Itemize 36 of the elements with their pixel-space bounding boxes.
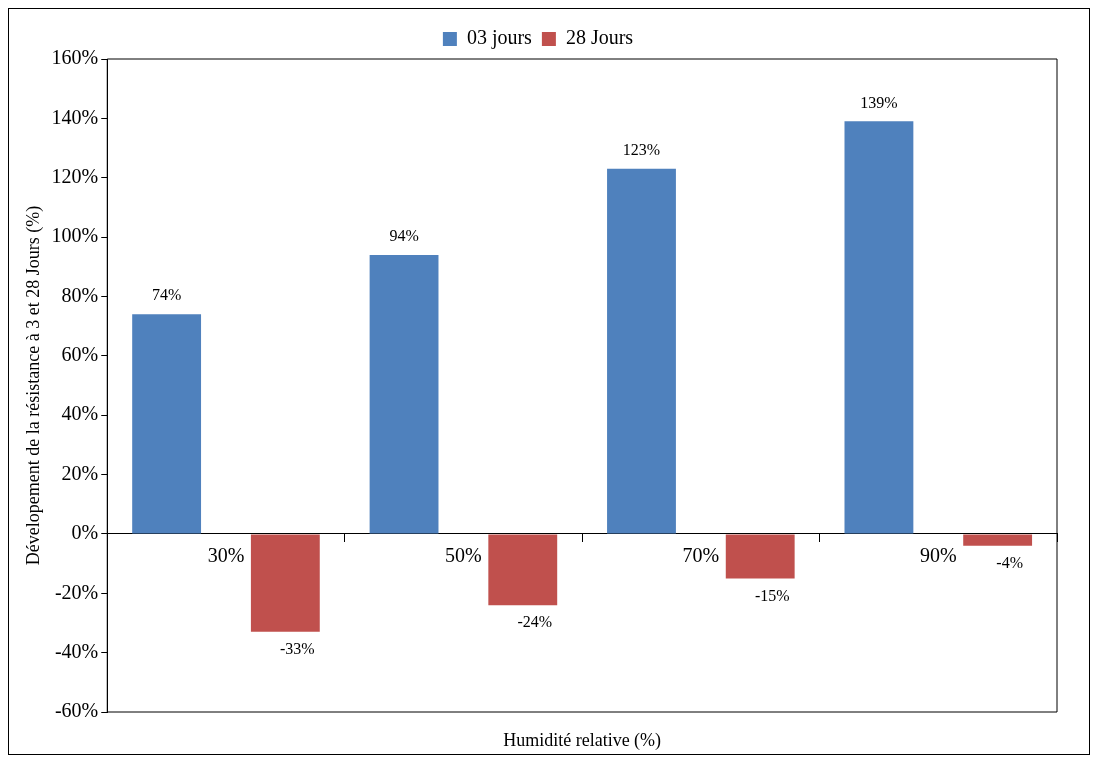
bar [963,534,1033,546]
y-tick-label: -60% [54,699,99,722]
bar [369,254,439,534]
data-label: 123% [622,141,661,159]
y-tick-label: 120% [51,164,99,187]
y-tick-label: 160% [51,46,99,69]
y-axis-title: Dévelopement de la résistance à 3 et 28 Jours (%) [22,205,44,566]
data-label: 74% [151,286,182,304]
bar [250,534,320,632]
legend-label: 03 jours [466,26,533,50]
x-tick-label: 50% [445,544,482,567]
x-tick-label: 90% [919,544,957,567]
y-tick-label: -20% [54,580,99,603]
y-tick-label: 40% [61,402,99,425]
data-label: -15% [754,586,790,604]
y-tick-label: 0% [71,521,99,544]
data-label: 139% [860,93,898,111]
data-label: 94% [389,227,419,245]
x-tick-label: 70% [682,544,720,567]
bar [725,534,795,579]
bar [844,121,914,534]
legend-label: 28 Jours [565,26,634,49]
y-tick-label: 60% [61,343,99,366]
x-tick-label: 30% [207,544,245,567]
data-label: -4% [996,553,1023,571]
y-tick-label: 100% [51,224,99,247]
x-axis-title: Humidité relative (%) [503,729,662,751]
y-tick-label: 80% [61,283,99,306]
bar [132,314,202,534]
y-tick-label: -40% [54,639,99,662]
bar [607,168,676,534]
data-label: -24% [517,613,553,631]
y-tick-label: 20% [61,461,99,484]
y-tick-label: 140% [51,105,99,128]
data-label: -33% [280,640,315,658]
bar [488,534,558,606]
